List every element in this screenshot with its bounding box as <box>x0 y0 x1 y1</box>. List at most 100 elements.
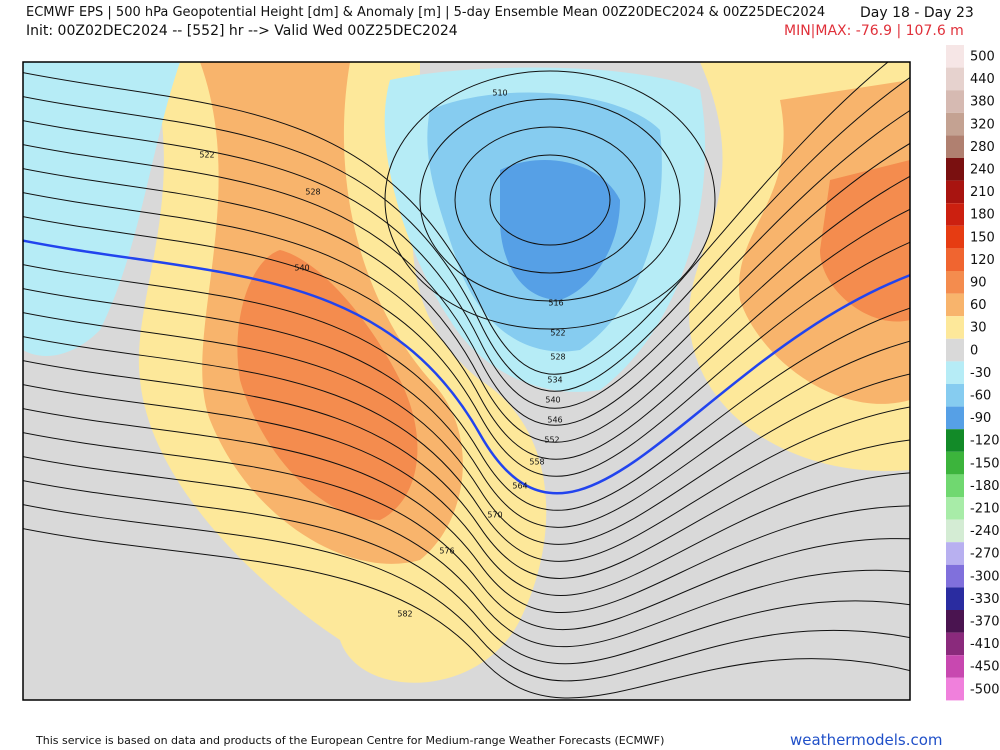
contour-line <box>23 432 910 631</box>
footer-note: This service is based on data and produc… <box>36 734 665 747</box>
contour-label: 510 <box>492 89 507 98</box>
colorbar-label: -370 <box>970 615 1000 630</box>
contour-label: 546 <box>547 416 562 425</box>
colorbar-swatch <box>946 158 964 181</box>
contour-label: 576 <box>439 547 454 556</box>
contour-label: 558 <box>529 458 544 467</box>
contour-line <box>23 168 910 443</box>
colorbar-swatch <box>946 135 964 158</box>
colorbar-swatch <box>946 677 964 701</box>
colorbar-swatch <box>946 655 964 678</box>
colorbar-swatch <box>946 90 964 113</box>
colorbar-label: -330 <box>970 592 1000 607</box>
colorbar-label: 150 <box>970 230 995 245</box>
colorbar-label: 320 <box>970 117 995 132</box>
contour-label: 522 <box>550 329 565 338</box>
anomaly-field <box>23 62 910 700</box>
contour-line <box>23 239 910 495</box>
colorbar-label: -90 <box>970 411 991 426</box>
contour-line <box>23 336 910 562</box>
contour-line <box>23 384 910 596</box>
colorbar-label: -410 <box>970 637 1000 652</box>
title: ECMWF EPS | 500 hPa Geopotential Height … <box>26 5 826 20</box>
contour-line <box>23 264 910 511</box>
colorbar-swatch <box>946 384 964 407</box>
contour-label: 570 <box>487 511 502 520</box>
contour-line <box>23 504 910 682</box>
colorbar-swatch <box>946 429 964 452</box>
contour-line <box>419 98 681 302</box>
colorbar-label: -60 <box>970 389 991 404</box>
contour-line <box>489 154 611 246</box>
colorbar-swatch <box>946 180 964 204</box>
contour-line <box>23 288 910 528</box>
contour-line <box>23 360 910 579</box>
colorbar-swatch <box>946 293 964 317</box>
contour-line <box>23 142 910 426</box>
colorbar-swatch <box>946 225 964 249</box>
colorbar-swatch <box>946 271 964 294</box>
colorbar-label: 90 <box>970 276 987 291</box>
contour-line <box>23 456 910 647</box>
colorbar-swatch <box>946 451 964 475</box>
colorbar-label: 500 <box>970 50 995 65</box>
days: Day 18 - Day 23 <box>860 5 974 21</box>
colorbar-label: 210 <box>970 185 995 200</box>
colorbar-swatch <box>946 338 964 362</box>
colorbar-swatch <box>946 406 964 430</box>
colorbar-label: -150 <box>970 456 1000 471</box>
colorbar: 500 440 380 320 280 240 210 180 150 120 90 60 30 0 -30… <box>946 45 1000 701</box>
colorbar-swatch <box>946 112 964 136</box>
colorbar-label: -450 <box>970 660 1000 675</box>
contour-line <box>23 408 910 613</box>
contour-line <box>23 312 910 545</box>
contour-label: 582 <box>397 610 412 619</box>
contour-label: 522 <box>199 151 214 160</box>
colorbar-label: -270 <box>970 547 1000 562</box>
contour-line <box>23 76 910 392</box>
contour-line <box>23 528 910 699</box>
contour-label: 540 <box>294 264 309 273</box>
colorbar-swatch <box>946 610 964 633</box>
colorbar-swatch <box>946 316 964 339</box>
colorbar-swatch <box>946 45 964 68</box>
colorbar-label: 240 <box>970 163 995 178</box>
colorbar-swatch <box>946 542 964 565</box>
contour-line <box>23 480 910 665</box>
colorbar-label: -180 <box>970 479 1000 494</box>
contour-label: 528 <box>305 188 320 197</box>
colorbar-label: 0 <box>970 343 978 358</box>
contour-label: 564 <box>512 482 527 491</box>
colorbar-swatch <box>946 519 964 543</box>
contour-line <box>23 109 910 409</box>
colorbar-label: -300 <box>970 569 1000 584</box>
colorbar-label: 120 <box>970 253 995 268</box>
colorbar-label: 30 <box>970 321 987 336</box>
colorbar-label: 60 <box>970 298 987 313</box>
colorbar-swatch <box>946 203 964 226</box>
init: Init: 00Z02DEC2024 -- [552] hr --> Valid… <box>26 23 458 39</box>
colorbar-swatch <box>946 474 964 497</box>
colorbar-swatch <box>946 248 964 271</box>
colorbar-swatch <box>946 67 964 91</box>
minmax: MIN|MAX: -76.9 | 107.6 m <box>784 23 964 39</box>
colorbar-swatch <box>946 497 964 520</box>
contour-line <box>384 70 716 330</box>
colorbar-label: -500 <box>970 682 1000 697</box>
colorbar-swatch <box>946 587 964 610</box>
contour-line <box>454 126 646 274</box>
colorbar-label: 440 <box>970 72 995 87</box>
colorbar-swatch <box>946 564 964 588</box>
footer-site: weathermodels.com <box>790 731 943 749</box>
contour-label: 540 <box>545 396 560 405</box>
colorbar-label: 280 <box>970 140 995 155</box>
contour-line <box>23 192 910 460</box>
contour-label: 534 <box>547 376 562 385</box>
contour-label: 528 <box>550 353 565 362</box>
colorbar-label: -30 <box>970 366 991 381</box>
contour-line <box>23 216 910 477</box>
colorbar-label: -240 <box>970 524 1000 539</box>
colorbar-label: -210 <box>970 502 1000 517</box>
contour-label: 516 <box>548 299 563 308</box>
